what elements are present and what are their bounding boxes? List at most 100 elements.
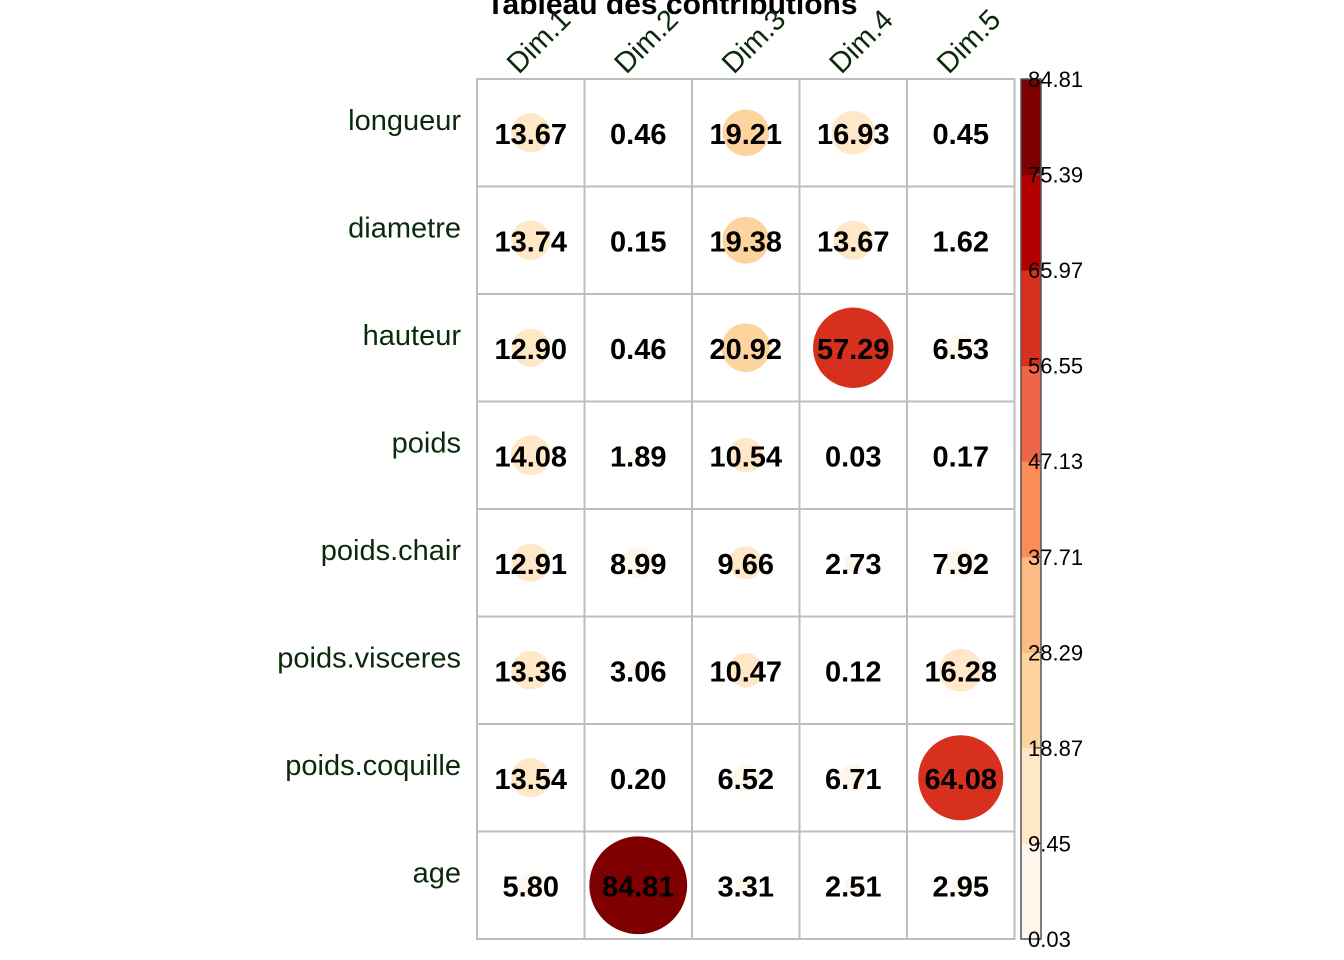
cell-value-label: 1.89 bbox=[610, 441, 666, 473]
cell-value-label: 16.28 bbox=[924, 656, 997, 688]
contribution-circle bbox=[589, 836, 688, 935]
cell-value-label: 8.99 bbox=[610, 549, 666, 581]
cell-value-label: 0.03 bbox=[825, 441, 881, 473]
row-label: age bbox=[413, 857, 461, 889]
legend-tick-label: 56.55 bbox=[1028, 354, 1083, 379]
legend-tick-label: 0.03 bbox=[1028, 927, 1071, 952]
contribution-circle bbox=[511, 543, 550, 582]
contribution-circle bbox=[517, 872, 544, 899]
cell-value-label: 84.81 bbox=[602, 871, 675, 903]
legend-tick-label: 84.81 bbox=[1028, 67, 1083, 92]
contribution-circle bbox=[722, 109, 770, 157]
cell-value-label: 12.91 bbox=[494, 549, 567, 581]
contribution-circle bbox=[511, 220, 551, 260]
cell-value-label: 1.62 bbox=[933, 226, 989, 258]
row-label: poids.coquille bbox=[285, 750, 461, 782]
legend-color-segment bbox=[1021, 270, 1041, 367]
contribution-circle bbox=[511, 113, 551, 153]
contribution-circle bbox=[634, 344, 642, 352]
legend-bar-outline bbox=[1020, 78, 1042, 940]
row-label: diametre bbox=[348, 212, 461, 244]
contribution-circle bbox=[722, 216, 770, 264]
contribution-circle bbox=[729, 546, 763, 580]
chart-title: Tableau des contributions bbox=[486, 0, 857, 21]
legend-tick-label: 37.71 bbox=[1028, 545, 1083, 570]
contribution-circle bbox=[947, 334, 975, 362]
cell-value-label: 6.71 bbox=[825, 764, 881, 796]
cell-value-label: 19.38 bbox=[709, 226, 782, 258]
contribution-circle bbox=[953, 233, 968, 248]
contribution-circle bbox=[728, 438, 763, 473]
legend-color-segment bbox=[1021, 747, 1041, 844]
contribution-circle bbox=[511, 328, 550, 367]
row-label: poids.chair bbox=[321, 535, 462, 567]
cell-value-label: 19.21 bbox=[709, 119, 782, 151]
legend-tick-label: 18.87 bbox=[1028, 736, 1083, 761]
cell-value-label: 16.93 bbox=[817, 119, 890, 151]
cell-value-label: 0.15 bbox=[610, 226, 666, 258]
cell-value-label: 57.29 bbox=[817, 334, 890, 366]
contribution-circle bbox=[939, 648, 983, 692]
cell-value-label: 64.08 bbox=[924, 764, 997, 796]
cell-value-label: 9.66 bbox=[718, 549, 774, 581]
legend-tick-label: 28.29 bbox=[1028, 640, 1083, 665]
grid-cell bbox=[691, 830, 801, 940]
cell-value-label: 5.80 bbox=[503, 871, 559, 903]
cell-value-label: 0.12 bbox=[825, 656, 881, 688]
cell-value-label: 13.36 bbox=[494, 656, 567, 688]
contribution-circle bbox=[851, 668, 856, 673]
legend-color-segment bbox=[1021, 843, 1041, 940]
row-label: poids.visceres bbox=[277, 642, 461, 674]
contribution-circle bbox=[945, 547, 976, 578]
contribution-circle bbox=[728, 653, 763, 688]
contribution-circle bbox=[918, 735, 1004, 821]
cell-value-label: 6.53 bbox=[933, 334, 989, 366]
legend-color-segment bbox=[1021, 79, 1041, 176]
grid-cell bbox=[691, 293, 801, 403]
legend-color-segment bbox=[1021, 461, 1041, 558]
contribution-circle bbox=[957, 129, 965, 137]
contribution-circle bbox=[511, 650, 551, 690]
grid-cell bbox=[906, 400, 1016, 510]
cell-value-label: 0.45 bbox=[933, 119, 989, 151]
row-label: longueur bbox=[348, 105, 461, 137]
cell-value-label: 10.47 bbox=[709, 656, 782, 688]
legend-tick-label: 65.97 bbox=[1028, 258, 1083, 283]
contribution-circle bbox=[630, 447, 646, 463]
contribution-circle bbox=[958, 453, 963, 458]
cell-value-label: 13.74 bbox=[494, 226, 567, 258]
legend-tick-label: 75.39 bbox=[1028, 163, 1083, 188]
color-legend: 0.03 9.45 18.87 28.29 37.71 47.13 56.55 65.97 75… bbox=[1020, 67, 1083, 952]
row-labels: longueur diametre hauteur poids poids.chair p… bbox=[277, 105, 461, 890]
contribution-circle bbox=[844, 553, 863, 572]
contribution-circle bbox=[951, 876, 970, 895]
cell-value-label: 0.17 bbox=[933, 441, 989, 473]
cell-value-label: 3.06 bbox=[610, 656, 666, 688]
cell-value-label: 14.08 bbox=[494, 441, 567, 473]
contribution-circle bbox=[839, 763, 868, 792]
row-label: hauteur bbox=[363, 320, 462, 352]
cell-value-label: 12.90 bbox=[494, 334, 567, 366]
contribution-circle bbox=[628, 660, 648, 680]
cell-value-label: 6.52 bbox=[718, 764, 774, 796]
cell-value-label: 0.20 bbox=[610, 764, 666, 796]
contribution-circle bbox=[813, 307, 894, 388]
contribution-circle bbox=[634, 129, 642, 137]
column-label: Dim.5 bbox=[931, 4, 1007, 80]
contribution-circle bbox=[844, 876, 862, 894]
contribution-circle bbox=[732, 764, 760, 792]
legend-tick-label: 47.13 bbox=[1028, 449, 1083, 474]
contribution-circle bbox=[510, 435, 551, 476]
cell-value-label: 2.95 bbox=[933, 871, 989, 903]
contribution-circle bbox=[831, 110, 876, 155]
contribution-circle bbox=[511, 758, 551, 798]
contribution-circle bbox=[635, 775, 641, 781]
contribution-circle bbox=[636, 238, 641, 243]
cell-value-label: 10.54 bbox=[709, 441, 782, 473]
cell-value-label: 3.31 bbox=[718, 871, 774, 903]
cell-grid: 13.67 0.46 19.21 16.93 0.45 13.74 0.15 19.38 13.… bbox=[476, 78, 1016, 940]
legend-color-segment bbox=[1021, 556, 1041, 653]
contribution-circle bbox=[833, 220, 873, 260]
cell-value-label: 13.54 bbox=[494, 764, 567, 796]
